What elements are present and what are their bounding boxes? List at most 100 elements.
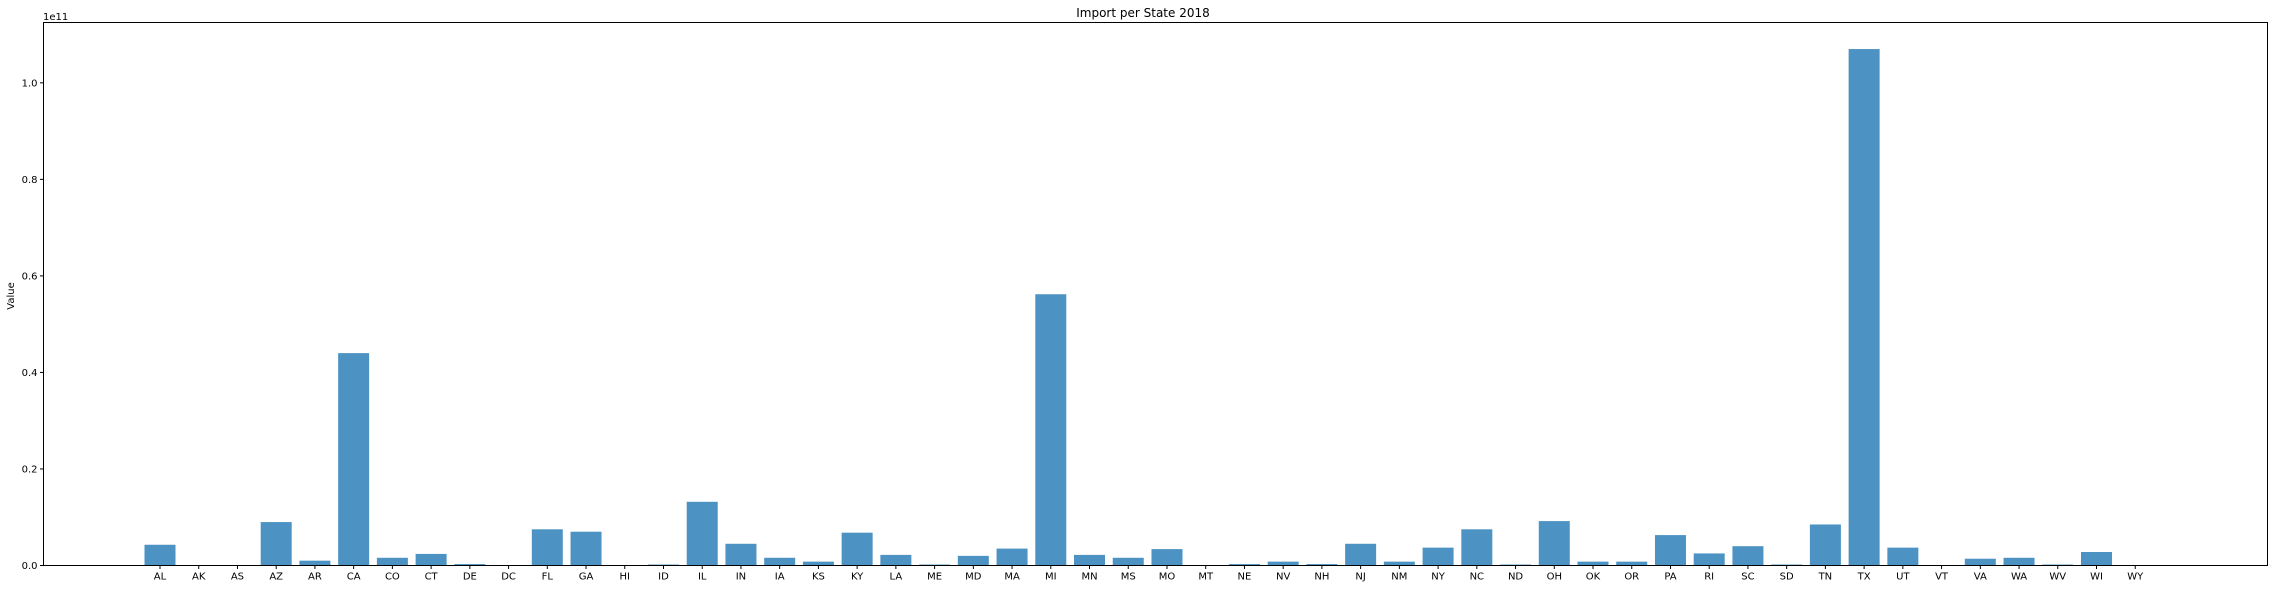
bar-nv	[1267, 561, 1299, 566]
bar-ct	[415, 553, 447, 566]
x-tick-label: AR	[308, 572, 322, 583]
bar-ky	[841, 532, 873, 566]
x-tick-label: MA	[1004, 572, 1020, 583]
bar-nh	[1306, 564, 1338, 566]
x-tick-label: ME	[927, 572, 942, 583]
bar-il	[686, 501, 718, 566]
x-tick-label: RI	[1704, 572, 1714, 583]
x-axis-ticks: AL AK AS AZ AR CA CO CT DE DC FL GA HI ID IL IN IA KS KY LA…	[154, 565, 2144, 583]
x-tick-label: NJ	[1355, 572, 1365, 583]
y-axis-ticks: 0.0 0.2 0.4 0.6 0.8 1.0	[22, 78, 44, 572]
x-tick-label: WA	[2011, 572, 2027, 583]
bar-wa	[2003, 557, 2035, 566]
bar-mi	[1035, 294, 1067, 566]
bar-nj	[1345, 543, 1377, 566]
x-tick-label: AS	[231, 572, 244, 583]
x-tick-label: VT	[1935, 572, 1949, 583]
x-tick-label: CA	[347, 572, 361, 583]
y-tick-label: 0.2	[22, 464, 38, 475]
bar-pa	[1654, 535, 1686, 566]
x-tick-label: MO	[1159, 572, 1176, 583]
bar-nm	[1383, 561, 1415, 566]
x-tick-label: FL	[542, 572, 554, 583]
x-tick-label: WI	[2090, 572, 2103, 583]
bar-ri	[1693, 553, 1725, 566]
y-tick-label: 0.8	[22, 175, 38, 186]
plot-frame	[43, 22, 2268, 566]
bar-ca	[338, 353, 370, 566]
bar-in	[725, 543, 757, 566]
x-tick-label: MT	[1198, 572, 1214, 583]
x-tick-label: IL	[698, 572, 707, 583]
bar-or	[1616, 561, 1648, 566]
x-tick-label: WY	[2127, 572, 2144, 583]
y-tick-label: 1.0	[22, 78, 38, 89]
x-tick-label: TN	[1818, 572, 1833, 583]
x-tick-label: ND	[1508, 572, 1523, 583]
bar-mn	[1074, 554, 1106, 566]
x-tick-label: OH	[1547, 572, 1562, 583]
bar-va	[1964, 558, 1996, 566]
bar-ne	[1228, 564, 1260, 566]
x-tick-label: KS	[812, 572, 825, 583]
x-tick-label: IN	[736, 572, 746, 583]
x-tick-label: OK	[1586, 572, 1601, 583]
bar-de	[454, 564, 486, 566]
y-offset-text: 1e11	[43, 12, 68, 23]
bar-tx	[1848, 49, 1880, 566]
chart-title: Import per State 2018	[1076, 6, 1210, 20]
x-tick-label: IA	[775, 572, 785, 583]
bar-ny	[1422, 547, 1454, 566]
bar-ok	[1577, 561, 1609, 566]
bar-nc	[1461, 529, 1493, 566]
bar-md	[957, 555, 989, 566]
bar-la	[880, 554, 912, 566]
bar-ia	[764, 557, 796, 566]
y-tick-label: 0.6	[22, 271, 38, 282]
x-tick-label: NC	[1470, 572, 1484, 583]
bar-ar	[299, 560, 331, 566]
x-tick-label: LA	[890, 572, 903, 583]
x-tick-label: MD	[965, 572, 982, 583]
bar-ks	[802, 561, 834, 566]
bar-ut	[1887, 547, 1919, 566]
x-tick-label: DC	[501, 572, 516, 583]
bar-az	[260, 522, 292, 566]
x-tick-label: GA	[579, 572, 594, 583]
y-tick-label: 0.0	[22, 561, 38, 572]
bars-group	[144, 49, 2112, 566]
x-tick-label: AZ	[269, 572, 283, 583]
x-tick-label: VA	[1974, 572, 1987, 583]
x-tick-label: UT	[1896, 572, 1910, 583]
x-tick-label: ID	[658, 572, 669, 583]
bar-ms	[1112, 557, 1144, 566]
bar-co	[376, 557, 408, 566]
x-tick-label: NE	[1238, 572, 1252, 583]
x-tick-label: MI	[1045, 572, 1057, 583]
x-tick-label: KY	[851, 572, 864, 583]
bar-oh	[1538, 521, 1570, 566]
x-tick-label: AK	[192, 572, 206, 583]
x-tick-label: NH	[1314, 572, 1329, 583]
bar-ga	[570, 531, 602, 566]
x-tick-label: TX	[1857, 572, 1871, 583]
x-tick-label: SC	[1741, 572, 1754, 583]
y-axis-label: Value	[6, 282, 17, 309]
x-tick-label: MS	[1121, 572, 1136, 583]
x-tick-label: AL	[154, 572, 167, 583]
x-tick-label: PA	[1664, 572, 1676, 583]
y-tick-label: 0.4	[22, 368, 38, 379]
x-tick-label: NY	[1431, 572, 1445, 583]
x-tick-label: DE	[463, 572, 477, 583]
x-tick-label: CT	[425, 572, 439, 583]
x-tick-label: SD	[1780, 572, 1794, 583]
x-tick-label: MN	[1081, 572, 1097, 583]
x-tick-label: OR	[1624, 572, 1639, 583]
bar-al	[144, 544, 176, 566]
x-tick-label: NM	[1391, 572, 1407, 583]
x-tick-label: CO	[385, 572, 400, 583]
bar-fl	[531, 529, 563, 566]
bar-tn	[1809, 524, 1841, 566]
bar-ma	[996, 548, 1028, 566]
